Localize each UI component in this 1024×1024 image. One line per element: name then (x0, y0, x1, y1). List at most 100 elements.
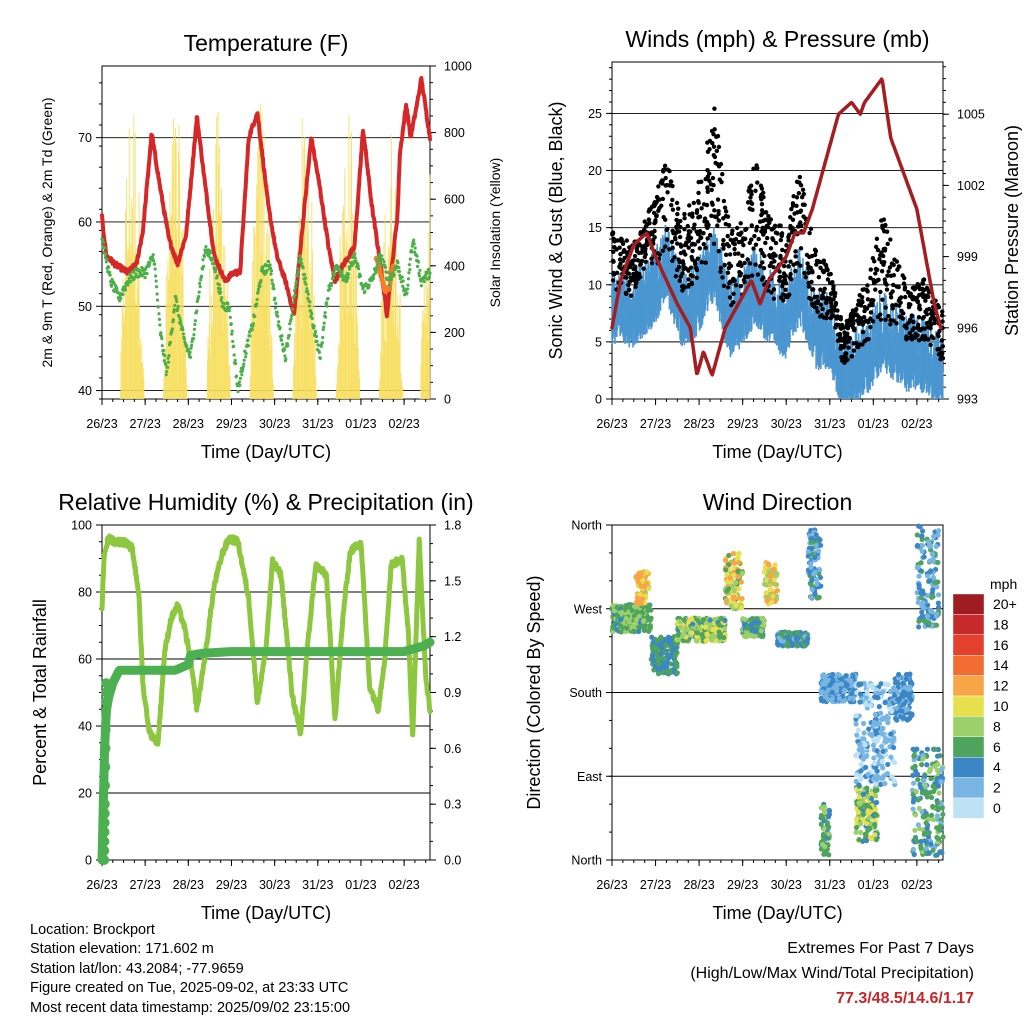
dewpoint-point (405, 287, 410, 291)
direction-point (712, 616, 718, 622)
dewpoint-point (211, 257, 215, 261)
gust-point (884, 287, 890, 292)
dewpoint-point (159, 331, 163, 335)
x-tick-label: 01/23 (858, 417, 889, 431)
left-tick-label: West (574, 602, 603, 616)
direction-point (702, 624, 709, 630)
gust-point (883, 305, 888, 310)
gust-point (705, 140, 710, 145)
rainfall-point (100, 761, 111, 772)
dewpoint-point (160, 337, 164, 341)
gust-point (632, 253, 638, 259)
direction-point (848, 691, 855, 697)
dewpoint-point (422, 279, 426, 284)
gust-point (711, 153, 717, 158)
dewpoint-point (103, 246, 107, 250)
dewpoint-point (229, 322, 233, 326)
gust-point (636, 273, 641, 278)
gust-point (793, 268, 798, 274)
gust-point (824, 266, 829, 271)
gust-point (875, 247, 881, 253)
gust-point (699, 260, 704, 265)
dewpoint-point (250, 328, 254, 332)
temperature-2m-line (100, 75, 432, 319)
direction-point (694, 617, 701, 624)
dewpoint-point (155, 292, 159, 296)
direction-point (816, 566, 822, 573)
gust-point (841, 354, 847, 360)
direction-point (773, 582, 779, 588)
gust-point (794, 195, 800, 200)
dewpoint-point (428, 271, 432, 275)
gust-point (828, 301, 834, 306)
dewpoint-point (115, 286, 119, 290)
direction-point (640, 623, 646, 630)
dewpoint-point (346, 272, 351, 276)
gust-point (739, 230, 744, 235)
gust-point (665, 182, 670, 188)
gust-point (657, 205, 662, 211)
x-tick-label: 29/23 (216, 878, 247, 892)
gust-point (888, 273, 894, 279)
direction-point (700, 617, 706, 623)
direction-point (614, 627, 620, 633)
direction-point (756, 620, 762, 626)
gust-point (748, 206, 753, 212)
gust-point (689, 254, 694, 260)
direction-point (703, 638, 709, 644)
gust-point (802, 270, 807, 276)
gust-point (929, 334, 934, 339)
direction-point (656, 660, 662, 667)
gust-point (694, 210, 700, 215)
rainfall-line (97, 637, 435, 865)
gust-point (623, 291, 629, 297)
gust-point (849, 353, 855, 359)
direction-point (633, 617, 639, 623)
gust-point (698, 235, 703, 241)
dewpoint-point (353, 256, 357, 260)
dewpoint-point (121, 292, 125, 296)
gust-series (610, 106, 946, 365)
x-axis-label: Time (Day/UTC) (712, 442, 842, 462)
dewpoint-point (153, 267, 157, 271)
dewpoint-point (168, 340, 173, 344)
direction-point (674, 650, 680, 656)
gust-point (676, 264, 682, 270)
direction-point (829, 689, 835, 695)
direction-point (794, 629, 800, 636)
dewpoint-point (270, 278, 274, 282)
gust-point (806, 266, 811, 271)
gust-point (873, 271, 878, 276)
gust-point (712, 106, 717, 111)
panel-title: Wind Direction (703, 489, 853, 515)
dewpoint-point (319, 344, 323, 348)
left-tick-label: 60 (78, 215, 92, 229)
dewpoint-point (418, 268, 422, 272)
panel-winds: 0 5 10 15 20 25 993 996 999 1002 1005 26/23 27/23 28/… (546, 26, 1022, 462)
gust-point (617, 257, 623, 262)
gust-point (777, 223, 782, 228)
gust-point (803, 275, 808, 280)
gust-point (618, 252, 623, 257)
gust-point (806, 295, 812, 301)
dewpoint-point (293, 293, 297, 297)
gust-point (711, 144, 717, 149)
direction-point (733, 580, 739, 586)
gust-point (901, 311, 906, 316)
gust-point (786, 238, 791, 243)
gust-point (754, 224, 760, 230)
dewpoint-point (376, 262, 380, 266)
direction-point (765, 561, 771, 567)
direction-point (639, 595, 645, 602)
gust-point (930, 313, 935, 318)
gust-point (694, 229, 699, 234)
gust-point (697, 228, 703, 234)
direction-point (744, 633, 751, 639)
gust-point (868, 316, 873, 321)
gust-point (705, 185, 710, 190)
gust-point (794, 179, 800, 184)
direction-point (812, 591, 818, 597)
dewpoint-point (426, 267, 431, 271)
gust-point (838, 325, 843, 330)
gust-point (765, 224, 771, 230)
